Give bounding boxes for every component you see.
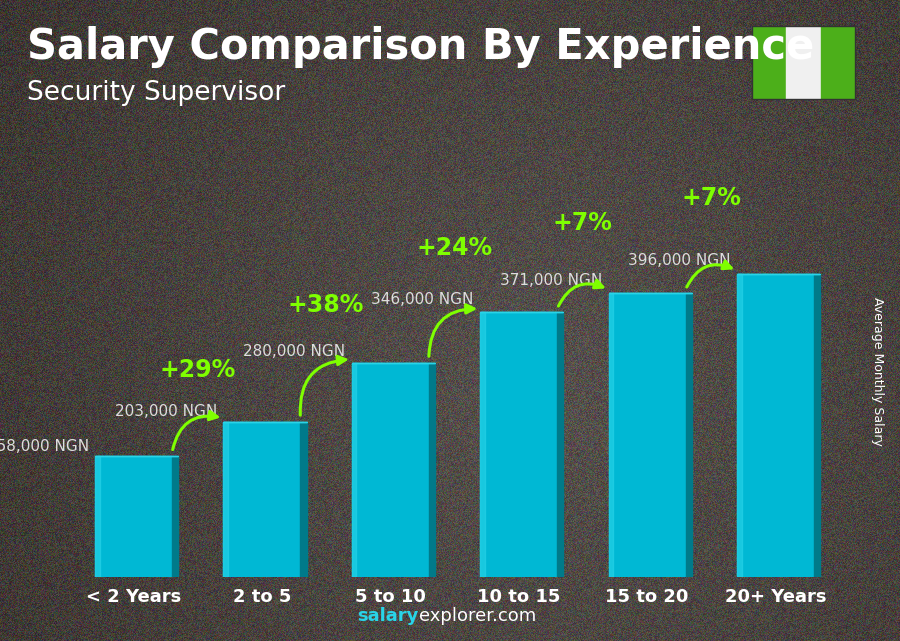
Bar <box>752 26 786 99</box>
Polygon shape <box>686 294 692 577</box>
Polygon shape <box>814 274 820 577</box>
Bar <box>737 274 742 577</box>
Bar <box>608 294 686 577</box>
Bar <box>95 456 100 577</box>
Polygon shape <box>428 363 435 577</box>
Text: +38%: +38% <box>288 293 364 317</box>
Bar <box>608 294 613 577</box>
Text: 280,000 NGN: 280,000 NGN <box>243 344 346 358</box>
Text: 396,000 NGN: 396,000 NGN <box>628 253 731 268</box>
Polygon shape <box>557 312 563 577</box>
Polygon shape <box>172 456 178 577</box>
Bar <box>352 363 356 577</box>
Text: Average Monthly Salary: Average Monthly Salary <box>871 297 884 446</box>
Bar <box>481 312 485 577</box>
Text: +29%: +29% <box>159 358 236 382</box>
Text: 346,000 NGN: 346,000 NGN <box>372 292 473 307</box>
Bar <box>95 456 172 577</box>
Bar <box>223 422 228 577</box>
Text: Salary Comparison By Experience: Salary Comparison By Experience <box>27 26 814 68</box>
Text: 371,000 NGN: 371,000 NGN <box>500 272 602 288</box>
Text: +24%: +24% <box>417 237 492 260</box>
Bar <box>223 422 301 577</box>
Text: 158,000 NGN: 158,000 NGN <box>0 438 89 454</box>
Text: salary: salary <box>357 607 418 625</box>
Bar <box>352 363 428 577</box>
Bar <box>737 274 814 577</box>
Text: explorer.com: explorer.com <box>418 607 536 625</box>
Bar <box>786 26 821 99</box>
Bar <box>481 312 557 577</box>
Polygon shape <box>301 422 307 577</box>
Text: +7%: +7% <box>553 212 613 235</box>
Bar <box>821 26 855 99</box>
Text: 203,000 NGN: 203,000 NGN <box>115 404 217 419</box>
Text: +7%: +7% <box>681 186 742 210</box>
Text: Security Supervisor: Security Supervisor <box>27 80 285 106</box>
